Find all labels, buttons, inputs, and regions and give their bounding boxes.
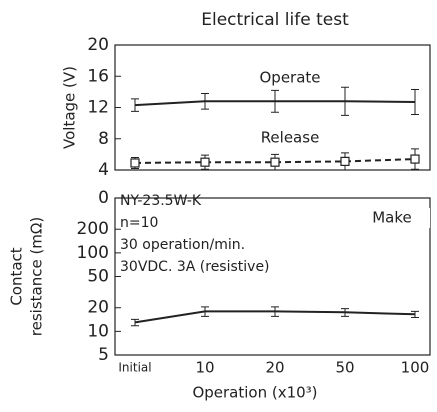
error-bar	[201, 92, 209, 110]
chart-title: Electrical life test	[201, 10, 349, 30]
x-tick-label: 20	[265, 359, 284, 377]
y-tick-label: 20	[87, 35, 109, 55]
y-tick-label: 200	[77, 219, 109, 239]
y-tick-label: 12	[87, 98, 109, 118]
x-tick-label: 10	[195, 359, 214, 377]
error-bar	[271, 306, 279, 317]
x-tick-label: 100	[401, 359, 430, 377]
y-tick-label: 4	[98, 160, 109, 180]
annotation: NY-23.5W-K	[120, 193, 202, 209]
x-tick-label: 50	[335, 359, 354, 377]
error-bar	[341, 86, 349, 116]
y-axis-label: Contact	[8, 247, 26, 305]
label-bg	[252, 128, 328, 148]
label-bg	[252, 68, 328, 88]
x-tick-label: Initial	[118, 361, 151, 375]
marker	[270, 157, 280, 167]
error-bar	[271, 89, 279, 113]
error-bar	[131, 98, 139, 112]
y-tick-label: 50	[87, 267, 109, 287]
error-bar	[131, 318, 139, 327]
annotation: 30 operation/min.	[120, 237, 245, 253]
label-bg	[354, 208, 430, 228]
y-tick-label: 5	[98, 345, 109, 365]
marker	[410, 154, 420, 164]
series-label: Release	[261, 129, 320, 147]
series-label: Operate	[259, 69, 320, 87]
error-bar	[201, 306, 209, 317]
y-tick-label: 16	[87, 66, 109, 86]
marker	[130, 158, 140, 168]
y-axis-label: resistance (mΩ)	[28, 217, 46, 336]
y-tick-label: 20	[87, 298, 109, 318]
annotation: n=10	[120, 215, 158, 231]
y-axis-label: Voltage (V)	[61, 66, 79, 149]
x-axis-label: Operation (x10³)	[192, 384, 317, 402]
series-label: Make	[372, 209, 412, 227]
error-bar	[341, 308, 349, 317]
marker	[340, 156, 350, 167]
plot-frame	[114, 44, 431, 171]
y-tick-label: 100	[77, 243, 109, 263]
annotation: 30VDC. 3A (resistive)	[120, 259, 270, 275]
error-bar	[411, 310, 419, 319]
marker	[200, 157, 210, 167]
y-tick-label: 10	[87, 321, 109, 341]
y-tick-label: 8	[98, 129, 109, 149]
y-tick-label: 0	[98, 188, 109, 208]
error-bar	[411, 89, 419, 116]
